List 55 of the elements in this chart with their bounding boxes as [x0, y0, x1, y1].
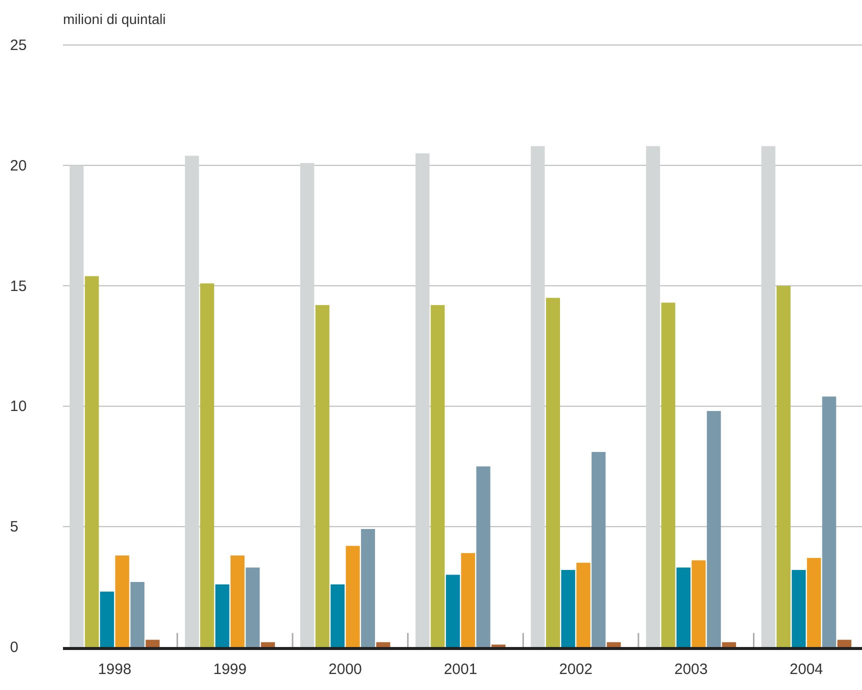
bar: [330, 584, 345, 647]
bar: [837, 640, 852, 647]
bar: [146, 640, 160, 647]
bar: [416, 153, 430, 647]
bar: [300, 162, 314, 647]
bar: [115, 555, 130, 647]
x-tick-label: 1999: [213, 661, 247, 678]
bar: [806, 558, 821, 647]
x-tick-label: 2001: [444, 661, 478, 678]
bar: [446, 574, 460, 647]
y-tick-label: 15: [10, 278, 27, 295]
bar: [184, 156, 199, 647]
bar: [260, 642, 275, 647]
bar: [430, 305, 445, 647]
x-tick-label: 1998: [98, 661, 132, 678]
y-tick-label: 10: [10, 398, 27, 416]
bar: [376, 642, 390, 647]
bar: [761, 146, 776, 647]
x-tick-label: 2002: [559, 661, 592, 678]
bar: [530, 146, 545, 647]
bar: [130, 582, 144, 647]
bar: [706, 411, 721, 647]
bar: [461, 553, 476, 647]
bar: [361, 529, 376, 647]
bar: [315, 305, 330, 647]
y-tick-label: 20: [10, 157, 27, 174]
bar: [822, 396, 836, 647]
x-tick-label: 2000: [328, 661, 362, 678]
bar: [676, 568, 690, 647]
bar: [84, 276, 99, 647]
bar: [215, 584, 230, 647]
y-axis-title: milioni di quintali: [63, 11, 166, 27]
y-tick-label: 25: [10, 37, 27, 54]
y-tick-label: 5: [10, 518, 18, 536]
bar: [561, 570, 576, 647]
bar: [692, 560, 706, 647]
bar: [546, 298, 560, 647]
bar: [476, 466, 490, 647]
x-tick-label: 2004: [790, 661, 824, 678]
bar: [230, 555, 245, 647]
bar: [661, 302, 676, 647]
bar: [200, 283, 214, 647]
bar: [100, 592, 114, 647]
bar: [346, 546, 360, 647]
bar: [776, 286, 791, 647]
bar: [606, 642, 621, 647]
bar: [592, 452, 606, 647]
bar: [792, 570, 806, 647]
bar: [576, 562, 590, 647]
x-tick-label: 2003: [674, 661, 708, 678]
bar: [722, 642, 736, 647]
y-tick-label: 0: [10, 639, 18, 656]
bar: [70, 165, 84, 647]
bar: [646, 146, 660, 647]
bar: [246, 568, 260, 647]
